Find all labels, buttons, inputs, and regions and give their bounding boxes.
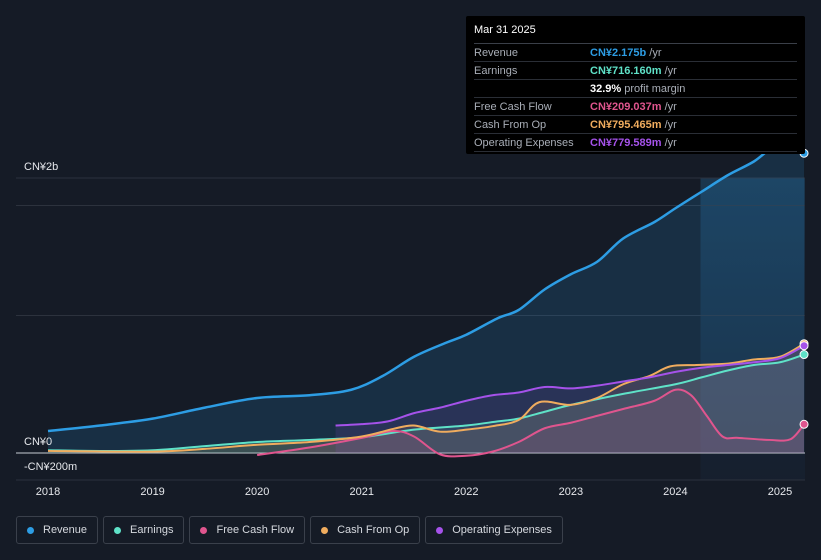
y-label-top: CN¥2b — [24, 161, 58, 173]
tooltip-row-unit: /yr — [664, 118, 677, 131]
operating-expenses-endpoint — [799, 341, 809, 351]
legend-label: Revenue — [43, 524, 88, 536]
cash-from-op-area — [48, 343, 805, 453]
legend-item-cash-from-op[interactable]: Cash From Op — [310, 516, 421, 544]
legend-dot-icon — [200, 526, 208, 534]
tooltip-row: Free Cash Flow CN¥209.037m/yr — [474, 98, 797, 116]
tooltip-row-value: CN¥795.465m — [590, 118, 662, 131]
earnings-endpoint — [799, 350, 809, 360]
legend-dot-icon — [321, 526, 329, 534]
tooltip-row: Revenue CN¥2.175b/yr — [474, 44, 797, 62]
x-tick-label: 2020 — [245, 486, 269, 498]
x-tick-label: 2022 — [454, 486, 478, 498]
earnings-line — [47, 353, 805, 452]
tooltip-row-label: Revenue — [474, 46, 519, 59]
tooltip-row: 32.9% profit margin — [474, 80, 797, 98]
tooltip: Mar 31 2025 Revenue CN¥2.175b/yr Earnings C… — [466, 16, 805, 154]
tooltip-row-label: Operating Expenses — [474, 136, 574, 149]
cash-from-op-line — [47, 342, 805, 453]
tooltip-row-label: Earnings — [474, 64, 518, 77]
legend-label: Operating Expenses — [452, 524, 552, 536]
tooltip-row-unit: /yr — [649, 46, 662, 59]
x-tick-label: 2019 — [140, 486, 164, 498]
legend-dot-icon — [436, 526, 444, 534]
legend-label: Free Cash Flow — [216, 524, 295, 536]
legend-dot-icon — [27, 526, 34, 534]
legend-item-free-cash-flow[interactable]: Free Cash Flow — [189, 516, 306, 544]
tooltip-row: Operating Expenses CN¥779.589m/yr — [474, 134, 797, 152]
free-cash-flow-area — [257, 389, 805, 457]
x-tick-label: 2018 — [36, 486, 60, 498]
x-tick-label: 2024 — [663, 486, 687, 498]
legend-item-revenue[interactable]: Revenue — [16, 516, 99, 544]
tooltip-row-value: CN¥2.175b — [590, 46, 647, 59]
legend-item-operating-expenses[interactable]: Operating Expenses — [425, 516, 563, 544]
tooltip-row-unit: profit margin — [624, 82, 686, 95]
y-axis: CN¥2b CN¥0 -CN¥200m — [24, 161, 77, 473]
y-label-zero: CN¥0 — [24, 436, 52, 448]
tooltip-row-value: 32.9% — [590, 82, 622, 95]
x-tick-label: 2021 — [349, 486, 373, 498]
gridlines — [16, 177, 805, 481]
legend-label: Cash From Op — [337, 524, 410, 536]
tooltip-row-unit: /yr — [664, 136, 677, 149]
forecast-region — [700, 178, 805, 480]
tooltip-rows: Revenue CN¥2.175b/yr Earnings CN¥716.160m/y… — [474, 44, 797, 152]
tooltip-date: Mar 31 2025 — [474, 24, 797, 44]
x-tick-label: 2023 — [559, 486, 583, 498]
legend-label: Earnings — [130, 524, 174, 536]
free-cash-flow-line — [256, 388, 805, 458]
tooltip-row: Earnings CN¥716.160m/yr — [474, 62, 797, 80]
operating-expenses-line — [335, 344, 805, 427]
tooltip-row: Cash From Op CN¥795.465m/yr — [474, 116, 797, 134]
x-tick-label: 2025 — [768, 486, 792, 498]
legend: Revenue Earnings Free Cash Flow Cash From O… — [16, 516, 568, 544]
series-lines — [47, 142, 805, 458]
x-axis: 2018 2019 2020 2021 2022 2023 2024 2025 — [36, 486, 792, 498]
tooltip-row-value: CN¥779.589m — [590, 136, 662, 149]
tooltip-row-label: Cash From Op — [474, 118, 547, 131]
free-cash-flow-endpoint — [799, 419, 809, 429]
tooltip-row-unit: /yr — [664, 64, 677, 77]
y-label-bottom: -CN¥200m — [24, 461, 77, 473]
legend-item-earnings[interactable]: Earnings — [103, 516, 185, 544]
tooltip-row-value: CN¥209.037m — [590, 100, 662, 113]
tooltip-row-label: Free Cash Flow — [474, 100, 552, 113]
revenue-area — [48, 143, 805, 453]
legend-dot-icon — [114, 526, 122, 534]
revenue-line — [47, 142, 805, 433]
tooltip-row-unit: /yr — [664, 100, 677, 113]
tooltip-row-value: CN¥716.160m — [590, 64, 662, 77]
earnings-area — [48, 354, 805, 453]
